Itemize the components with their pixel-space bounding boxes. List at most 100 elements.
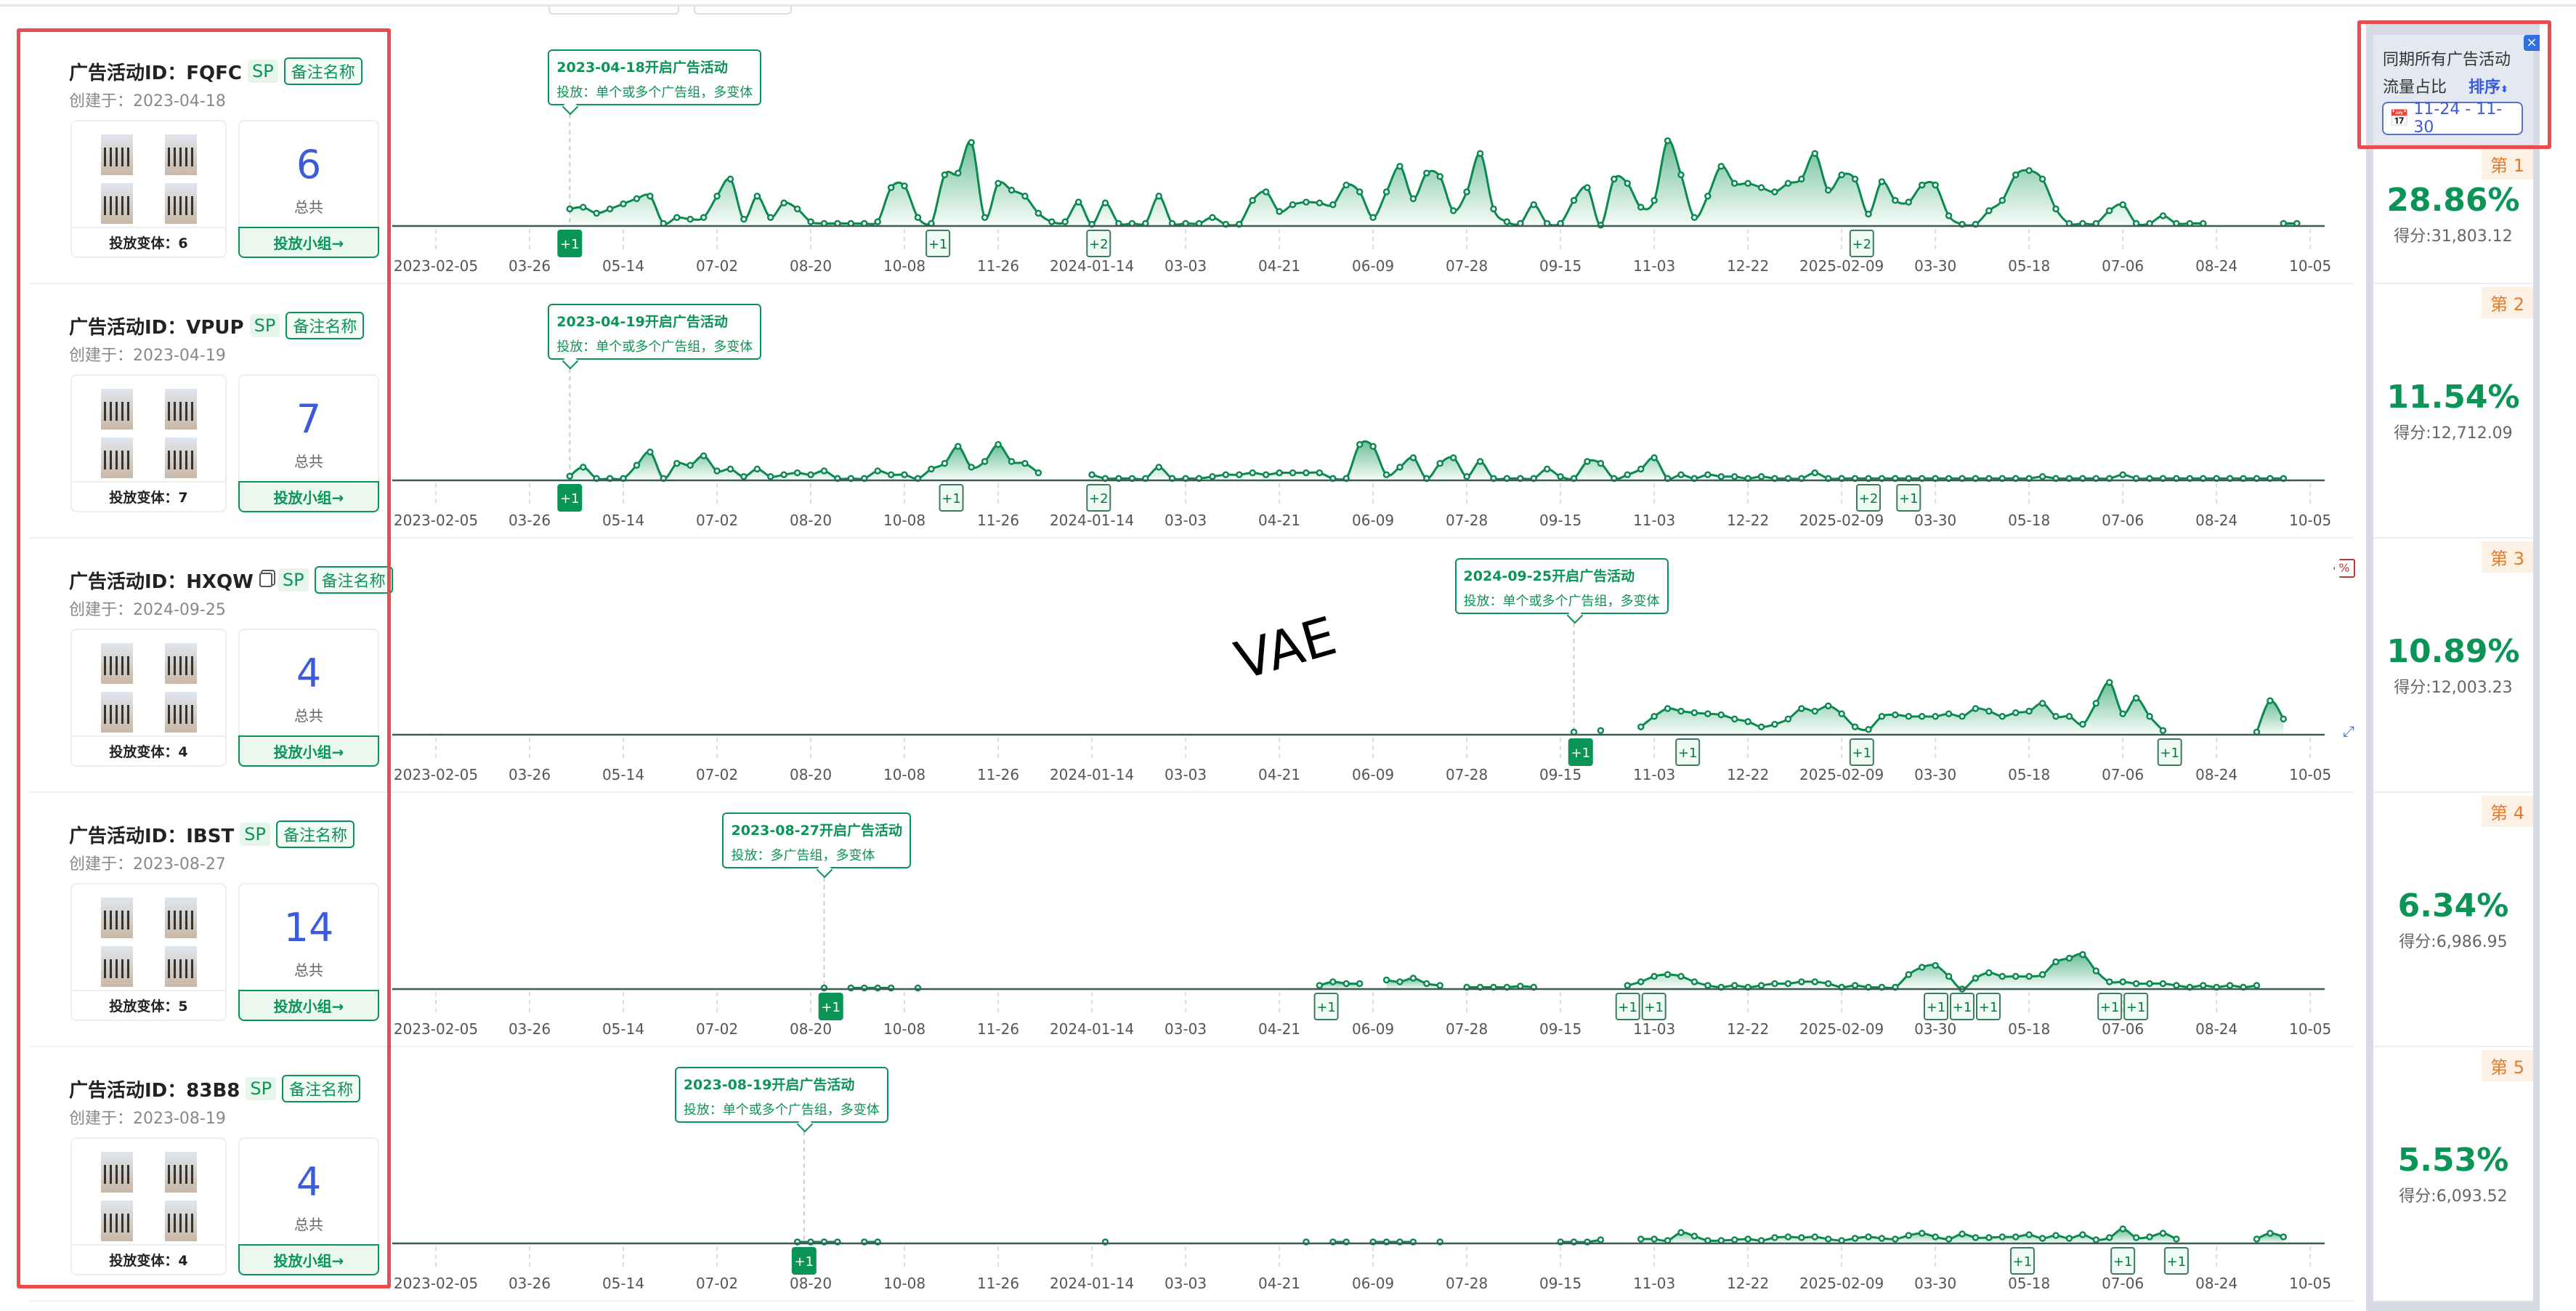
data-point[interactable]: [2092, 967, 2100, 975]
data-point[interactable]: [1637, 203, 1645, 211]
top-button[interactable]: [694, 6, 792, 15]
data-point[interactable]: [1892, 1235, 1899, 1243]
data-point[interactable]: [2038, 700, 2046, 707]
data-point[interactable]: [740, 215, 748, 223]
data-point[interactable]: [1436, 982, 1443, 989]
data-point[interactable]: [1704, 1237, 1712, 1244]
change-marker[interactable]: +1: [818, 993, 843, 1020]
data-point[interactable]: [1034, 469, 1042, 477]
data-point[interactable]: [1624, 982, 1632, 989]
sort-button[interactable]: 排序⬍: [2468, 74, 2508, 97]
data-point[interactable]: [1382, 471, 1390, 478]
product-thumbnail[interactable]: [165, 946, 197, 987]
data-point[interactable]: [1396, 163, 1404, 170]
data-point[interactable]: [2025, 707, 2033, 715]
ad-group-button[interactable]: 投放小组→: [238, 735, 379, 767]
data-point[interactable]: [1704, 982, 1712, 989]
top-button[interactable]: [548, 6, 679, 15]
data-point[interactable]: [1650, 454, 1658, 461]
data-point[interactable]: [1289, 201, 1297, 209]
data-point[interactable]: [1382, 188, 1390, 195]
data-point[interactable]: [1463, 473, 1470, 480]
change-marker[interactable]: +1: [1950, 993, 1975, 1020]
data-point[interactable]: [686, 215, 694, 223]
data-point[interactable]: [1704, 471, 1712, 478]
data-point[interactable]: [2092, 1236, 2100, 1243]
data-point[interactable]: [1811, 707, 1819, 715]
data-point[interactable]: [1932, 1233, 1939, 1241]
data-point[interactable]: [1784, 179, 1792, 187]
change-marker[interactable]: +1: [1896, 484, 1921, 512]
product-thumbnail[interactable]: [165, 437, 197, 478]
data-point[interactable]: [2267, 697, 2274, 704]
data-point[interactable]: [1236, 471, 1243, 478]
data-point[interactable]: [1664, 971, 1672, 978]
data-point[interactable]: [780, 199, 787, 207]
data-point[interactable]: [1597, 1236, 1605, 1243]
data-point[interactable]: [2012, 1233, 2020, 1241]
data-point[interactable]: [579, 464, 587, 471]
data-point[interactable]: [1717, 473, 1725, 480]
data-point[interactable]: [1945, 1235, 1953, 1243]
change-marker[interactable]: +1: [1924, 993, 1949, 1020]
data-point[interactable]: [1276, 469, 1283, 477]
data-point[interactable]: [1342, 181, 1350, 189]
data-point[interactable]: [1677, 171, 1685, 179]
remark-name-button[interactable]: 备注名称: [282, 1075, 361, 1102]
product-thumbnail[interactable]: [165, 389, 197, 429]
data-point[interactable]: [1637, 978, 1645, 985]
data-point[interactable]: [1824, 702, 1832, 710]
data-point[interactable]: [1945, 972, 1953, 980]
data-point[interactable]: [2226, 982, 2234, 989]
change-marker[interactable]: +1: [557, 230, 583, 257]
data-point[interactable]: [1624, 179, 1632, 187]
data-point[interactable]: [1744, 179, 1751, 187]
data-point[interactable]: [1851, 982, 1859, 989]
data-point[interactable]: [2106, 679, 2113, 686]
data-point[interactable]: [1436, 459, 1443, 467]
data-point[interactable]: [2280, 715, 2288, 723]
data-point[interactable]: [726, 465, 734, 473]
data-point[interactable]: [1690, 1233, 1698, 1240]
data-point[interactable]: [1918, 964, 1926, 971]
data-point[interactable]: [1449, 207, 1457, 214]
data-point[interactable]: [1396, 464, 1404, 471]
product-thumbnail[interactable]: [101, 134, 133, 175]
data-point[interactable]: [874, 218, 881, 225]
data-point[interactable]: [981, 458, 989, 465]
data-point[interactable]: [1249, 469, 1256, 477]
data-point[interactable]: [1784, 715, 1792, 723]
data-point[interactable]: [1985, 707, 1993, 715]
data-point[interactable]: [713, 467, 721, 475]
data-point[interactable]: [1021, 193, 1029, 200]
change-marker[interactable]: +1: [1849, 738, 1874, 766]
data-point[interactable]: [740, 473, 748, 480]
data-point[interactable]: [2159, 980, 2167, 988]
data-point[interactable]: [2132, 694, 2140, 702]
data-point[interactable]: [2052, 205, 2059, 213]
data-point[interactable]: [1490, 205, 1497, 213]
data-point[interactable]: [2119, 978, 2126, 985]
data-point[interactable]: [1998, 197, 2006, 204]
data-point[interactable]: [1155, 464, 1162, 471]
data-point[interactable]: [1637, 723, 1645, 730]
data-point[interactable]: [1289, 469, 1297, 477]
data-point[interactable]: [1878, 1235, 1886, 1242]
data-point[interactable]: [2052, 1232, 2059, 1239]
data-point[interactable]: [1824, 1235, 1832, 1243]
data-point[interactable]: [647, 448, 654, 456]
data-point[interactable]: [2038, 971, 2046, 978]
change-marker[interactable]: +1: [2123, 993, 2149, 1020]
data-point[interactable]: [1342, 980, 1350, 988]
data-point[interactable]: [566, 472, 574, 480]
remark-name-button[interactable]: 备注名称: [283, 57, 362, 85]
data-point[interactable]: [1637, 465, 1645, 473]
data-point[interactable]: [1396, 978, 1404, 985]
data-point[interactable]: [1061, 218, 1069, 225]
data-point[interactable]: [1650, 1235, 1658, 1243]
data-point[interactable]: [2012, 709, 2020, 717]
data-point[interactable]: [1423, 169, 1430, 177]
product-thumbnail[interactable]: [101, 946, 133, 987]
data-point[interactable]: [1811, 150, 1819, 157]
data-point[interactable]: [2146, 980, 2153, 988]
